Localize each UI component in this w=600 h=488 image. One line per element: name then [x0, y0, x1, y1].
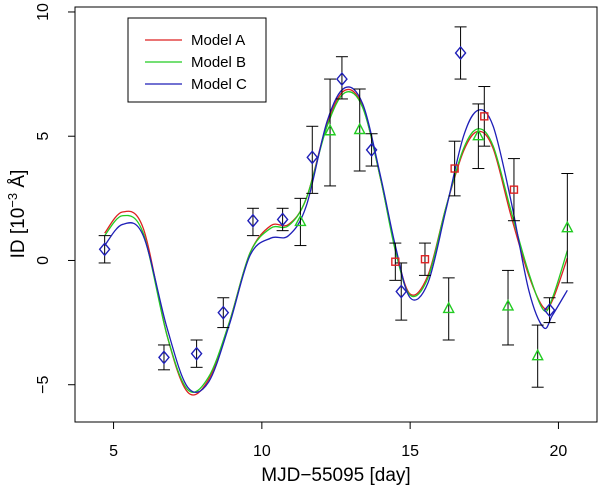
data-point-triangle-8 — [561, 220, 574, 233]
data-point-triangle-1 — [294, 214, 307, 227]
data-markers — [98, 45, 574, 365]
data-point-square-5 — [509, 185, 519, 194]
error-bar-diamond-10 — [395, 262, 408, 321]
error-bar-triangle-4 — [442, 277, 455, 341]
legend: Model A Model B Model C — [127, 17, 267, 103]
error-bar-square-4 — [478, 86, 491, 147]
model-curve-model-b — [104, 91, 568, 393]
data-point-square-2 — [420, 255, 430, 264]
model-curves — [104, 86, 568, 396]
error-bar-diamond-3 — [190, 339, 203, 368]
error-bar-square-5 — [507, 158, 520, 222]
data-point-diamond-5 — [247, 213, 259, 228]
error-bar-triangle-7 — [531, 324, 544, 388]
error-bar-triangle-8 — [561, 172, 574, 284]
error-bar-diamond-6 — [276, 207, 289, 232]
error-bar-diamond-2 — [157, 344, 170, 371]
error-bar-diamond-5 — [246, 207, 259, 237]
data-point-square-3 — [450, 164, 459, 173]
error-bar-square-1 — [389, 242, 402, 281]
y-axis-title-unit: Å] — [8, 170, 29, 193]
error-bar-triangle-5 — [472, 103, 485, 170]
data-point-diamond-7 — [306, 150, 319, 165]
data-point-diamond-8 — [336, 71, 348, 87]
data-point-triangle-7 — [531, 348, 544, 361]
y-tick-label--5: −5 — [35, 376, 52, 394]
data-point-square-4 — [480, 112, 489, 121]
axis-ticks: 5 10 15 20 −5 0 5 10 — [35, 3, 567, 460]
error-bar-diamond-8 — [335, 56, 348, 100]
data-point-triangle-4 — [442, 301, 455, 314]
error-bar-diamond-9 — [365, 133, 378, 167]
x-tick-label-15: 15 — [401, 443, 419, 460]
error-bar-diamond-1 — [98, 235, 111, 264]
y-axis-title: ID [10−3 Å] — [5, 170, 29, 259]
data-point-diamond-6 — [276, 212, 289, 227]
model-curve-model-c — [104, 86, 568, 394]
data-point-triangle-5 — [472, 128, 485, 141]
error-bar-triangle-2 — [324, 78, 337, 187]
x-tick-label-20: 20 — [550, 443, 568, 460]
x-axis-title: MJD−55095 [day] — [261, 465, 410, 486]
error-bar-triangle-1 — [294, 197, 307, 247]
data-point-diamond-12 — [543, 303, 556, 318]
data-point-diamond-11 — [454, 45, 467, 61]
data-point-triangle-6 — [501, 298, 515, 311]
y-tick-label-10: 10 — [35, 3, 52, 21]
error-bar-diamond-12 — [543, 297, 556, 324]
error-bars — [98, 26, 574, 388]
y-axis-title-exponent: −3 — [5, 193, 20, 208]
error-bar-diamond-11 — [454, 26, 467, 80]
y-tick-label-5: 5 — [35, 132, 52, 141]
data-point-triangle-3 — [353, 122, 366, 135]
legend-label-model-a: Model A — [191, 32, 245, 49]
legend-label-model-b: Model B — [191, 54, 246, 71]
x-tick-label-5: 5 — [109, 443, 118, 460]
data-point-diamond-10 — [395, 284, 408, 299]
data-point-diamond-1 — [98, 242, 111, 257]
plot-frame — [74, 6, 598, 423]
data-point-diamond-4 — [217, 305, 230, 320]
y-axis-title-main: ID [10 — [8, 208, 29, 259]
data-point-diamond-2 — [158, 350, 170, 365]
y-tick-label-0: 0 — [35, 256, 52, 265]
error-bar-triangle-6 — [502, 269, 515, 346]
data-point-diamond-9 — [365, 142, 378, 157]
x-tick-label-10: 10 — [253, 443, 271, 460]
error-bar-square-3 — [448, 140, 461, 197]
legend-box — [127, 17, 267, 103]
data-point-diamond-3 — [190, 346, 203, 361]
data-point-square-1 — [391, 257, 400, 266]
data-point-triangle-2 — [323, 123, 337, 136]
error-bar-diamond-7 — [306, 125, 319, 194]
error-bar-triangle-3 — [353, 88, 366, 172]
legend-label-model-c: Model C — [191, 76, 247, 93]
error-bar-diamond-4 — [217, 297, 230, 329]
error-bar-square-2 — [418, 242, 431, 276]
